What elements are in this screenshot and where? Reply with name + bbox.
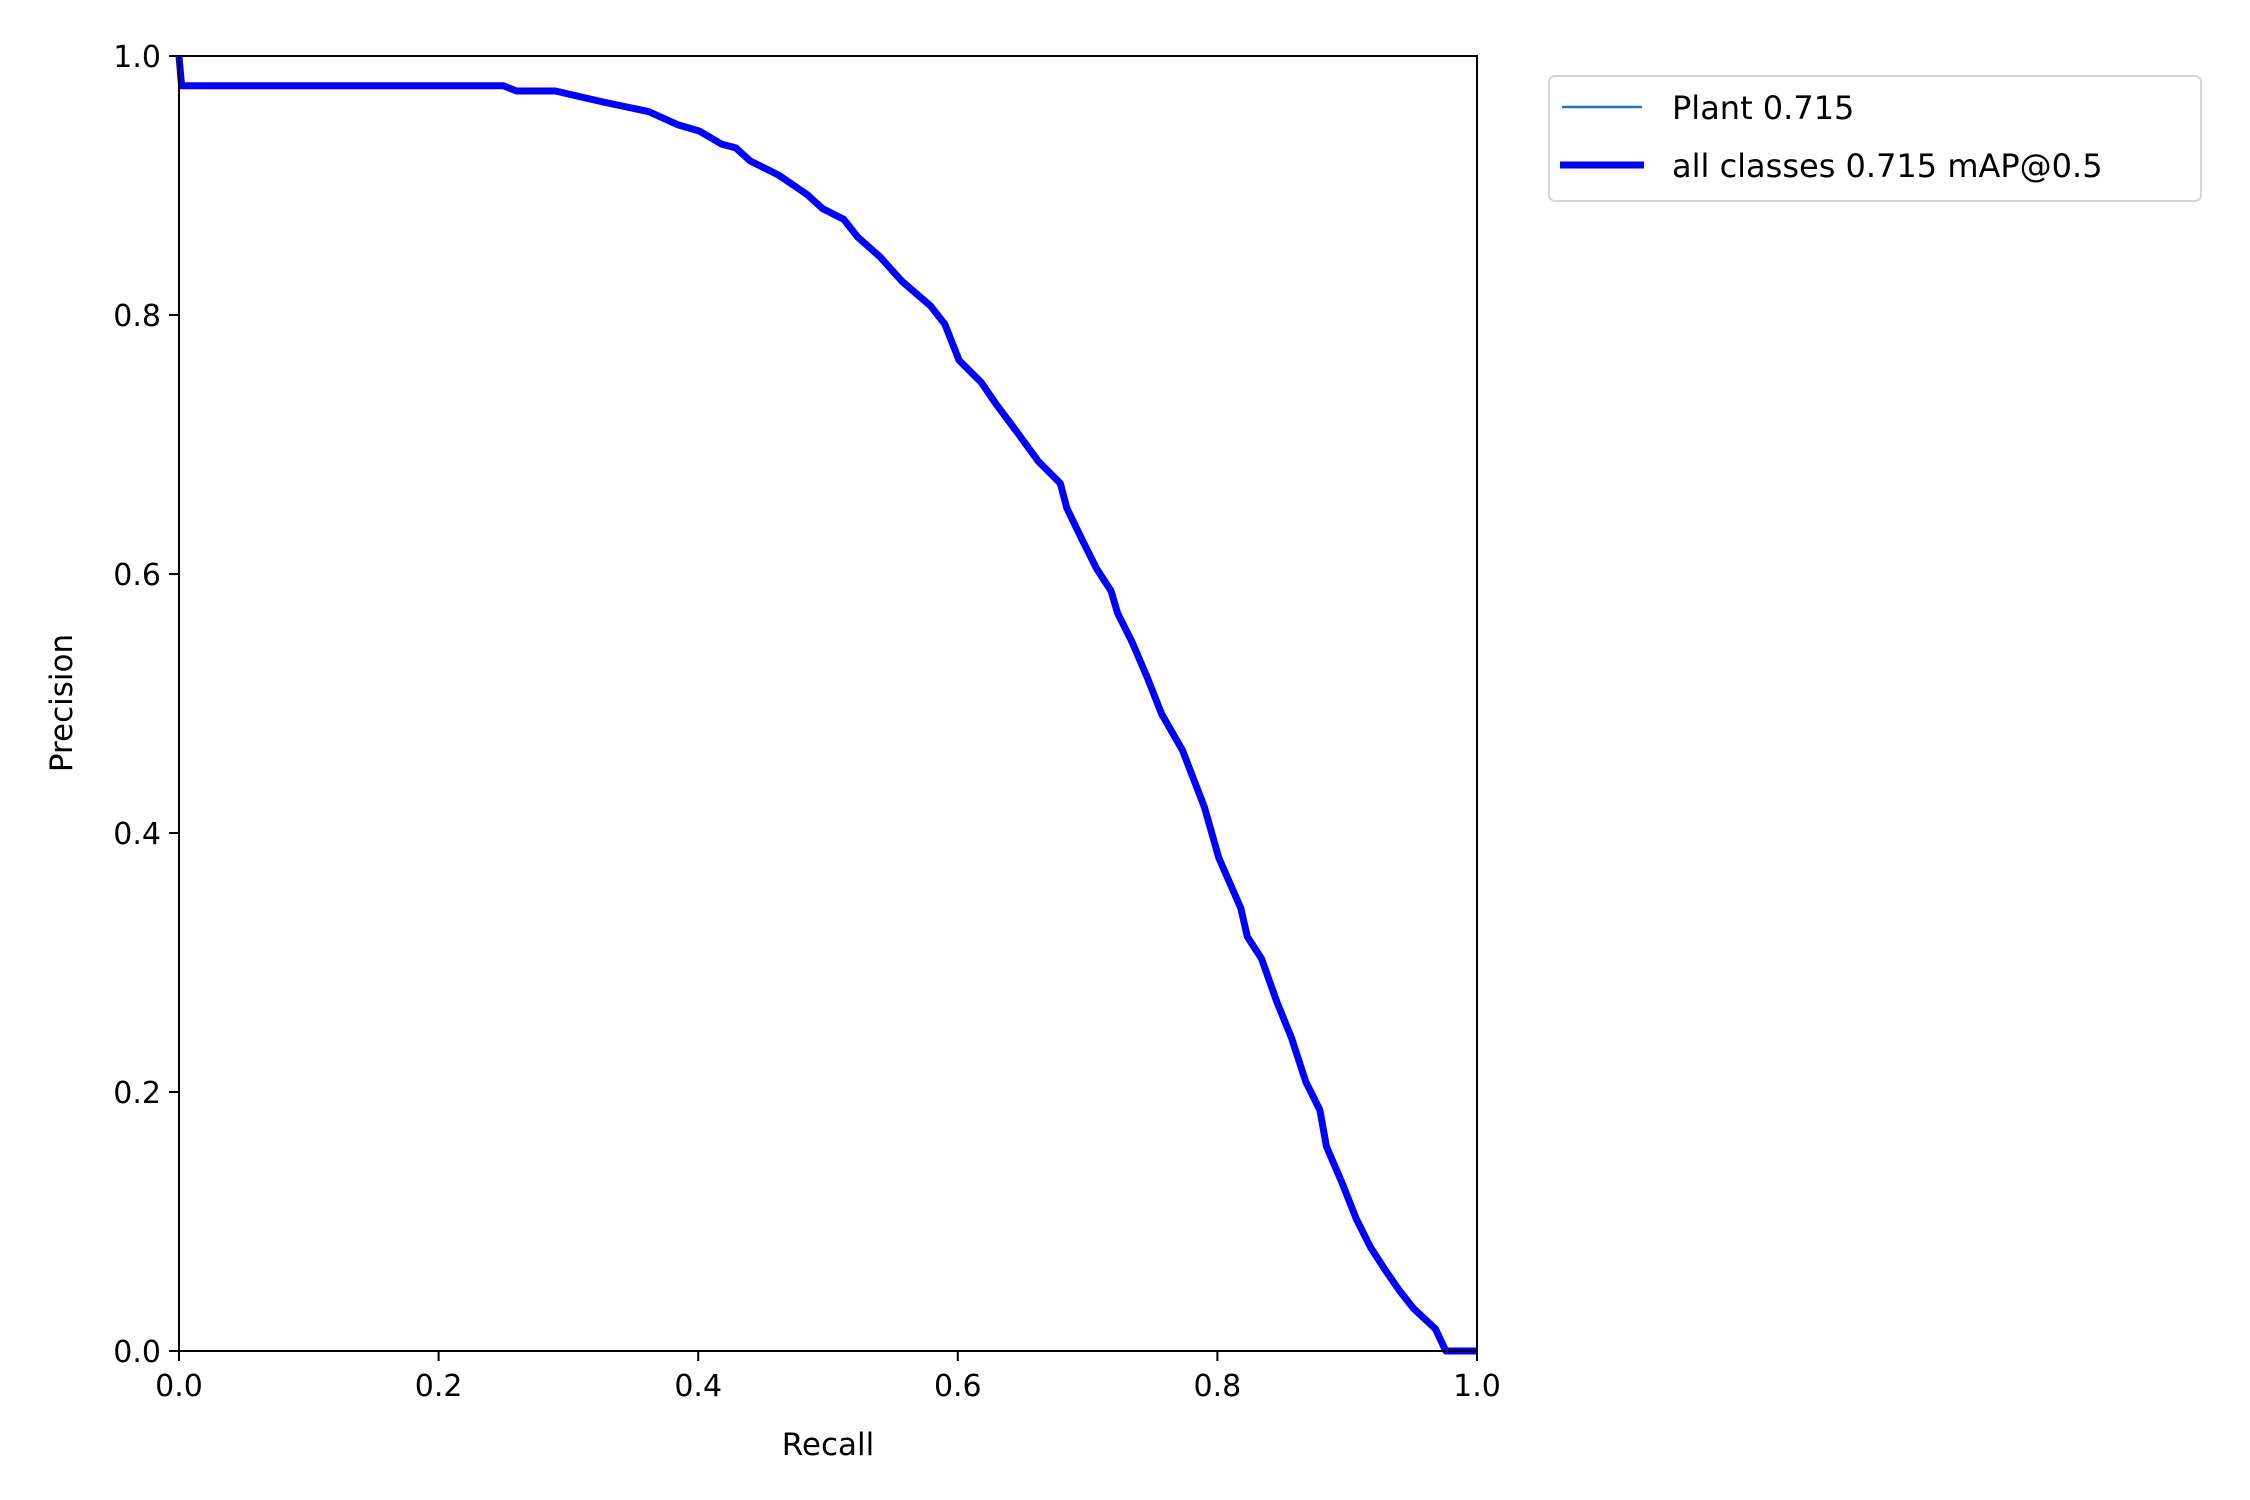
plot-frame (178, 55, 1478, 1352)
legend: Plant 0.715 all classes 0.715 mAP@0.5 (1548, 75, 2202, 202)
y-axis-label: Precision (44, 634, 80, 772)
x-tick-label: 1.0 (1453, 1369, 1501, 1404)
x-tick-label: 0.8 (1194, 1369, 1242, 1404)
series-line-plant (177, 55, 1477, 1353)
series-lines (175, 55, 1477, 1355)
y-tick-label: 0.0 (113, 1335, 161, 1370)
y-tick-label: 0.4 (113, 817, 161, 852)
legend-label-all-classes: all classes 0.715 mAP@0.5 (1672, 147, 2103, 185)
y-tick-label: 0.8 (113, 299, 161, 334)
legend-label-plant: Plant 0.715 (1672, 89, 1854, 127)
y-tick-label: 0.6 (113, 558, 161, 593)
series-line-all-classes (175, 55, 1477, 1355)
x-tick-label: 0.4 (674, 1369, 722, 1404)
y-tick-label: 1.0 (113, 40, 161, 75)
legend-box (1548, 75, 2202, 202)
x-tick-label: 0.6 (934, 1369, 982, 1404)
ticks: 0.0 0.2 0.4 0.6 0.8 1.0 0.0 0.2 0.4 0.6 0.8 1.0 (113, 40, 1501, 1404)
x-tick-label: 0.2 (415, 1369, 463, 1404)
x-tick-label: 0.0 (155, 1369, 203, 1404)
x-axis-label: Recall (782, 1427, 875, 1463)
y-tick-label: 0.2 (113, 1076, 161, 1111)
